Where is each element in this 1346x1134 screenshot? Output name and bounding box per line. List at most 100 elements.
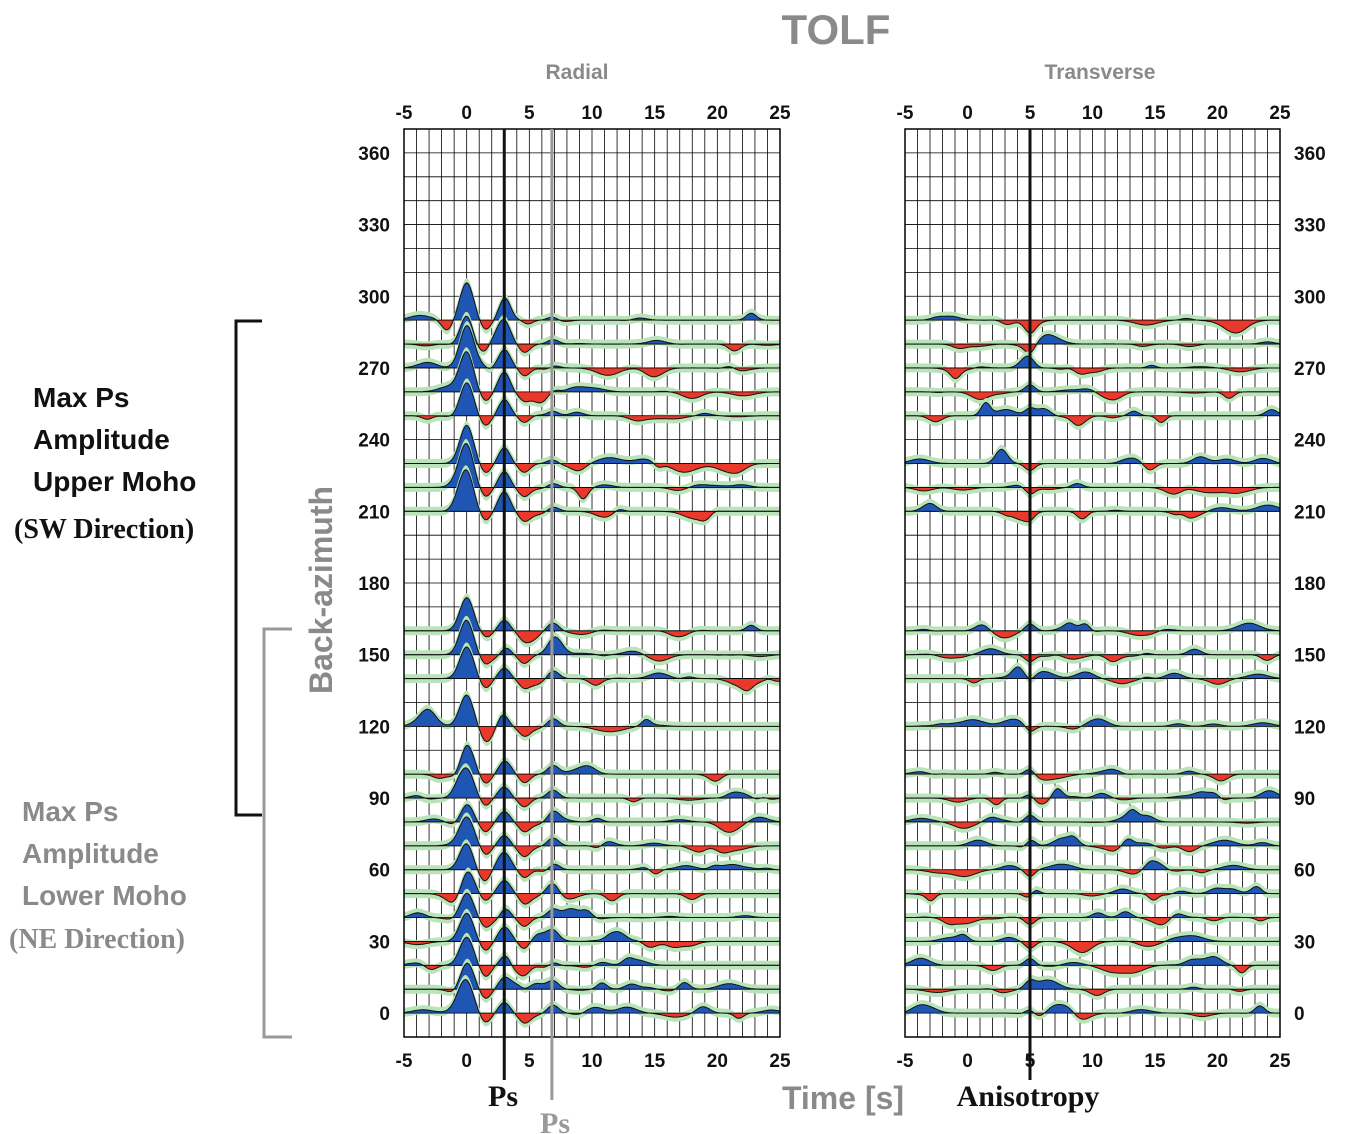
transverse-negative-fill	[905, 965, 1280, 974]
transverse-trace-line	[905, 788, 1281, 806]
transverse-positive-fill	[905, 956, 1280, 966]
radial-y-tick-label: 150	[358, 646, 390, 667]
transverse-trace	[905, 784, 1281, 810]
transverse-x-tick-label-bottom: 15	[1144, 1051, 1166, 1072]
transverse-trace-line	[905, 666, 1281, 685]
radial-trace-line	[404, 382, 780, 426]
transverse-trace	[905, 351, 1280, 384]
transverse-trace	[905, 929, 1280, 957]
transverse-x-tick-label-top: 15	[1144, 103, 1166, 124]
transverse-trace	[904, 764, 1280, 786]
anisotropy-label: Anisotropy	[957, 1080, 1100, 1113]
transverse-uncertainty-band	[905, 398, 1280, 430]
radial-uncertainty-band	[404, 812, 780, 862]
radial-frame	[403, 128, 781, 1038]
transverse-trace	[904, 1000, 1280, 1024]
radial-trace-line	[403, 978, 781, 1024]
radial-y-tick-label: 300	[358, 287, 390, 308]
transverse-x-tick-label-bottom: 20	[1207, 1051, 1228, 1072]
transverse-trace	[904, 444, 1281, 475]
transverse-trace	[905, 662, 1281, 689]
transverse-trace	[905, 882, 1280, 906]
transverse-negative-fill	[905, 845, 1280, 852]
transverse-y-tick-label: 240	[1294, 431, 1326, 452]
transverse-y-tick-label: 360	[1294, 144, 1326, 165]
transverse-x-tick-label-bottom: 25	[1269, 1051, 1291, 1072]
radial-x-tick-label-top: -5	[396, 103, 413, 124]
transverse-negative-fill	[905, 654, 1280, 662]
transverse-uncertainty-band	[905, 952, 1280, 978]
transverse-trace	[905, 618, 1281, 643]
transverse-negative-fill	[905, 941, 1280, 953]
lower-moho-annotation-line4: (NE Direction)	[9, 924, 185, 955]
transverse-panel: -5 -5 0 0 5 5 10 10 15 15 20 20 25 25 0 30 60 90 120 150 180…	[897, 103, 1326, 1080]
transverse-trace-line	[905, 384, 1280, 401]
transverse-trace-line	[904, 482, 1280, 495]
transverse-trace	[905, 311, 1280, 338]
radial-trace	[404, 642, 781, 696]
transverse-uncertainty-band	[905, 856, 1280, 882]
transverse-negative-fill	[905, 415, 1280, 426]
radial-trace-line	[404, 597, 780, 644]
transverse-negative-fill	[905, 989, 1280, 996]
transverse-trace	[905, 714, 1281, 736]
transverse-uncertainty-band	[905, 714, 1280, 736]
radial-x-tick-label-top: 15	[644, 103, 666, 124]
radial-uncertainty-band	[404, 867, 780, 909]
radial-x-tick-label-bottom: 0	[461, 1051, 472, 1072]
upper-moho-bracket	[234, 319, 262, 817]
radial-uncertainty-band	[404, 800, 780, 837]
radial-trace-line	[403, 325, 780, 378]
radial-panel-title: Radial	[545, 61, 608, 84]
transverse-trace-line	[905, 401, 1281, 426]
radial-y-tick-label: 210	[358, 502, 390, 523]
transverse-trace	[905, 644, 1281, 667]
transverse-uncertainty-band	[905, 380, 1280, 405]
radial-positive-fill	[404, 695, 780, 727]
radial-negative-fill	[404, 941, 780, 951]
radial-negative-fill	[404, 845, 780, 857]
transverse-trace	[905, 398, 1281, 430]
y-axis-title: Back-azimuth	[303, 486, 339, 694]
radial-positive-fill	[404, 843, 780, 870]
upper-moho-annotation-line2: Amplitude	[33, 424, 170, 455]
transverse-y-tick-label: 120	[1294, 717, 1326, 738]
radial-y-tick-label: 0	[379, 1004, 390, 1025]
transverse-trace	[905, 856, 1280, 882]
transverse-uncertainty-band	[905, 907, 1280, 930]
radial-y-tick-label: 240	[358, 431, 390, 452]
transverse-trace-line	[904, 808, 1280, 829]
ps-grey-label: Ps	[540, 1107, 570, 1134]
transverse-frame	[904, 128, 1281, 1038]
transverse-negative-fill	[905, 511, 1280, 522]
radial-positive-fill	[404, 767, 780, 799]
transverse-x-tick-label-bottom: 5	[1025, 1051, 1036, 1072]
transverse-y-tick-label: 300	[1294, 287, 1326, 308]
radial-trace-line	[403, 912, 780, 951]
transverse-y-tick-label: 270	[1294, 359, 1326, 380]
radial-x-tick-label-top: 0	[461, 103, 472, 124]
radial-negative-fill	[404, 391, 780, 403]
radial-trace-line	[404, 843, 780, 882]
radial-trace-line	[404, 619, 781, 665]
radial-trace-line	[404, 351, 780, 404]
radial-x-tick-label-top: 25	[769, 103, 791, 124]
radial-x-tick-label-top: 5	[524, 103, 535, 124]
transverse-x-tick-label-bottom: -5	[897, 1051, 914, 1072]
radial-trace-line	[404, 816, 780, 858]
transverse-trace-line	[904, 956, 1280, 974]
radial-y-tick-label: 120	[358, 717, 390, 738]
transverse-y-tick-label: 330	[1294, 216, 1326, 237]
transverse-trace-line	[905, 860, 1280, 878]
transverse-x-tick-label-top: 5	[1025, 103, 1036, 124]
transverse-negative-fill	[905, 893, 1280, 901]
lower-moho-bracket	[262, 627, 292, 1039]
transverse-uncertainty-band	[905, 479, 1280, 499]
radial-uncertainty-band	[404, 321, 780, 382]
transverse-trace	[905, 498, 1281, 527]
radial-trace	[403, 763, 781, 812]
radial-trace	[404, 378, 780, 430]
radial-negative-fill	[404, 463, 780, 474]
transverse-x-tick-label-bottom: 0	[962, 1051, 973, 1072]
